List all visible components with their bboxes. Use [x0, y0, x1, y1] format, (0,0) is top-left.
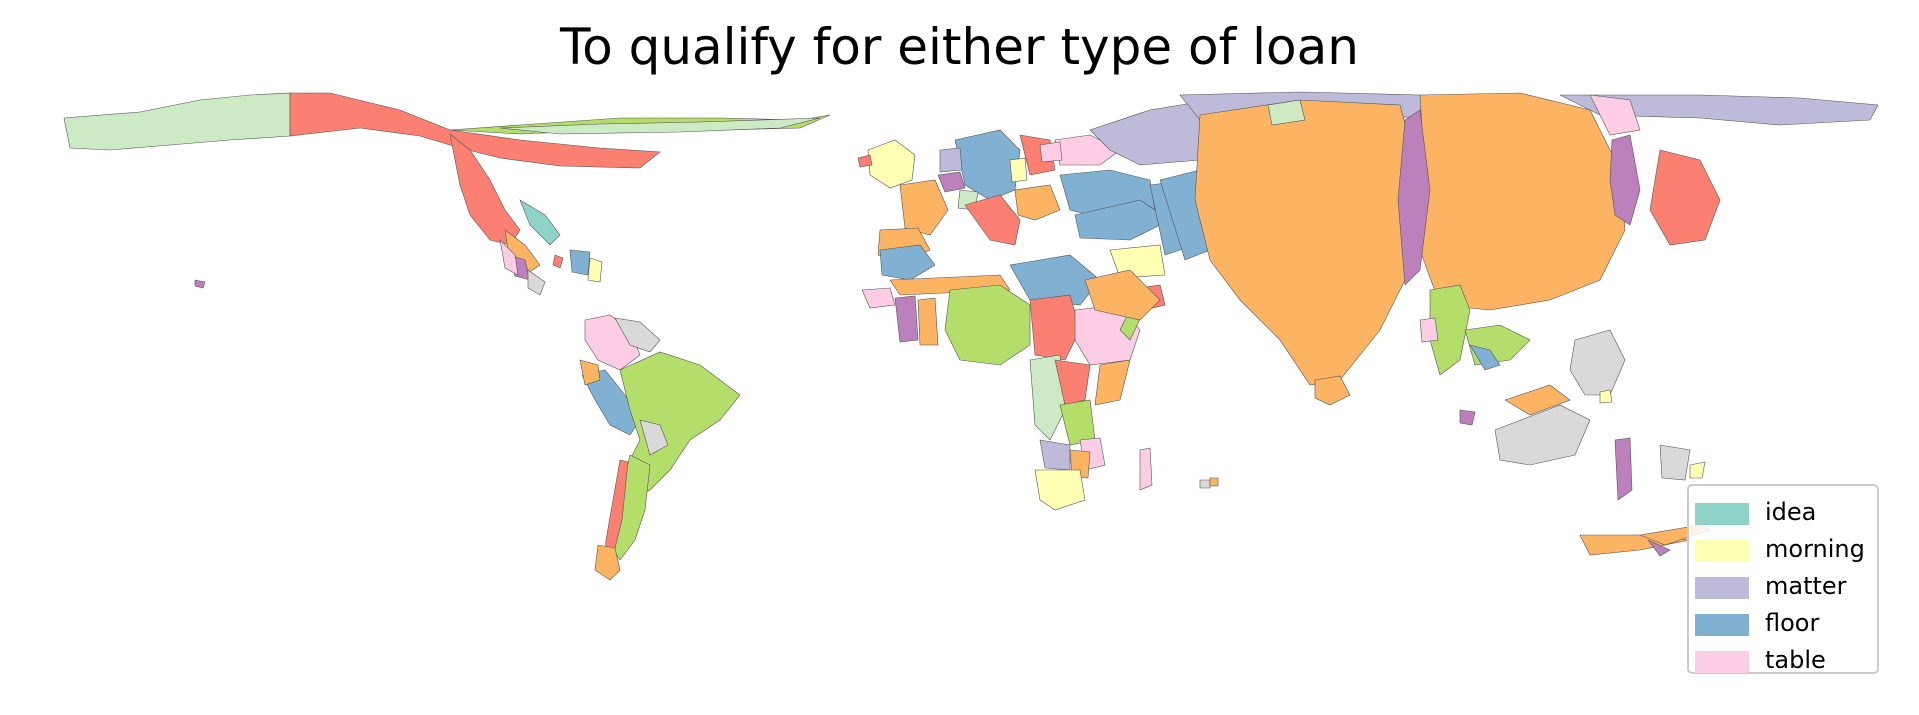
region-west-africa-1: [861, 287, 896, 309]
south-america: [579, 314, 741, 581]
region-angola: [1039, 439, 1071, 471]
legend-swatch: [1695, 503, 1749, 525]
region-southeast-asia-3: [1469, 344, 1501, 371]
region-sri-lanka: [1314, 375, 1351, 406]
region-greenland-strip: [499, 117, 821, 135]
region-canada: [289, 92, 661, 169]
legend-item-table: table: [1689, 644, 1877, 674]
region-bolivia: [639, 419, 669, 456]
region-southeast-asia-2: [1464, 324, 1531, 366]
region-pacific-island-1: [1647, 539, 1671, 557]
region-germany: [939, 147, 963, 173]
map-title: To qualify for either type of loan: [560, 18, 1359, 76]
region-central-america-1: [499, 239, 519, 276]
region-italy: [964, 194, 1021, 246]
legend-label: morning: [1765, 535, 1865, 563]
legend-swatch: [1695, 540, 1749, 562]
legend-label: idea: [1765, 498, 1817, 526]
region-congo: [1029, 354, 1066, 441]
region-pacific-island-3: [1199, 479, 1211, 489]
legend-swatch: [1695, 614, 1749, 636]
region-caribbean-2: [569, 249, 591, 276]
region-indonesia-3: [1659, 444, 1691, 481]
legend-label: table: [1765, 646, 1826, 674]
region-caribbean-3: [587, 257, 603, 283]
region-pakistan: [1267, 99, 1306, 126]
region-tanzania: [1059, 399, 1096, 446]
region-central-africa: [1054, 359, 1091, 406]
asia: [1084, 91, 1879, 501]
region-peru: [581, 369, 641, 436]
region-china: [1419, 92, 1626, 311]
region-iceland: [857, 154, 873, 168]
region-thailand: [1419, 317, 1439, 343]
region-pacific-island-4: [1209, 477, 1219, 487]
region-west-africa-2: [894, 295, 919, 343]
region-ecuador: [579, 359, 601, 386]
oceania: [1199, 461, 1711, 557]
region-balkans: [1014, 184, 1061, 221]
region-kenya: [1094, 359, 1131, 406]
region-malaysia: [1504, 384, 1571, 416]
region-japan-korea: [1609, 134, 1641, 226]
region-turkey: [1074, 199, 1171, 241]
legend-item-morning: morning: [1689, 533, 1877, 563]
region-madagascar: [1139, 447, 1153, 491]
region-west-africa-3: [917, 297, 939, 346]
region-indonesia-4: [1459, 409, 1476, 426]
region-central-america-2: [527, 269, 546, 296]
north-america: [63, 92, 831, 296]
region-caribbean-1: [519, 199, 561, 246]
region-brazil: [619, 351, 741, 501]
region-tibet: [1397, 109, 1431, 286]
region-poland: [937, 171, 966, 193]
region-india: [1194, 99, 1421, 386]
region-arabia: [1084, 269, 1161, 321]
legend-swatch: [1695, 577, 1749, 599]
legend-swatch: [1695, 651, 1749, 673]
region-venezuela: [614, 317, 661, 353]
region-mongolia: [1589, 94, 1641, 136]
region-uk: [867, 139, 916, 189]
region-taiwan: [1599, 389, 1613, 404]
region-middle-east-2: [1109, 244, 1166, 279]
region-nigeria: [944, 284, 1031, 366]
legend-item-matter: matter: [1689, 570, 1877, 600]
region-france: [899, 179, 949, 236]
legend-label: matter: [1765, 572, 1847, 600]
region-alaska: [63, 92, 291, 151]
legend-item-floor: floor: [1689, 607, 1877, 637]
region-chad: [1029, 294, 1081, 361]
africa: [861, 244, 1166, 511]
legend-label: floor: [1765, 609, 1820, 637]
region-chile-south: [594, 544, 621, 581]
region-indonesia-1: [1494, 404, 1591, 466]
region-greece: [1039, 141, 1063, 163]
region-south-africa: [1034, 469, 1086, 511]
region-philippines: [1569, 329, 1626, 396]
region-japan: [1649, 149, 1721, 246]
region-small-purple: [194, 279, 206, 289]
region-small-red: [552, 254, 564, 269]
region-morocco: [879, 244, 936, 281]
region-indonesia-2: [1614, 437, 1633, 501]
legend-item-idea: idea: [1689, 496, 1877, 526]
map-legend: idea morning matter floor table: [1687, 484, 1879, 674]
region-pacific-island-2: [1689, 461, 1706, 479]
region-portugal: [1009, 157, 1028, 183]
